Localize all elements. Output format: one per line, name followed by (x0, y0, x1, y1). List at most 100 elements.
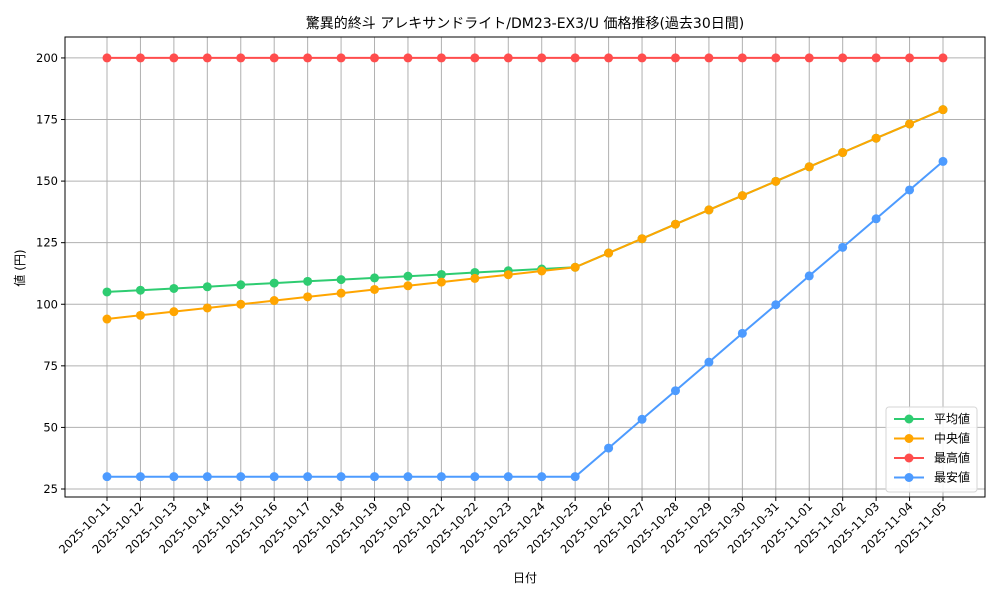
y-tick-label: 125 (36, 236, 58, 250)
legend-marker-icon (904, 434, 914, 443)
legend-item: 平均値 (894, 411, 970, 426)
data-point (537, 472, 547, 482)
data-point (871, 214, 881, 224)
data-point (570, 472, 580, 482)
data-point (336, 275, 346, 285)
data-point (403, 281, 413, 291)
data-point (169, 283, 179, 293)
legend-box (885, 406, 978, 493)
series-1 (102, 105, 948, 324)
series-2 (102, 53, 948, 63)
data-point (436, 269, 446, 279)
chart-title: 驚異的終斗 アレキサンドライト/DM23-EX3/U 価格推移(過去30日間) (306, 15, 744, 32)
data-point (503, 472, 513, 482)
legend-label: 最安値 (934, 470, 970, 485)
data-point (804, 53, 814, 63)
y-tick-label: 25 (43, 482, 58, 496)
data-point (169, 472, 179, 482)
data-point (370, 273, 380, 283)
legend-item: 最安値 (894, 470, 970, 485)
data-point (604, 53, 614, 63)
gridlines (65, 37, 985, 497)
data-point (403, 271, 413, 281)
data-point (704, 357, 714, 367)
data-point (670, 219, 680, 229)
data-point (537, 53, 547, 63)
data-point (670, 386, 680, 396)
y-tick-label: 100 (36, 297, 58, 311)
data-point (236, 53, 246, 63)
data-point (838, 242, 848, 252)
data-point (704, 205, 714, 215)
data-point (102, 472, 112, 482)
data-point (303, 472, 313, 482)
data-point (303, 276, 313, 286)
data-point (135, 285, 145, 295)
data-point (135, 472, 145, 482)
y-axis: 25 50 75 100 125 150 175 200 (36, 51, 65, 496)
data-point (771, 300, 781, 310)
legend-item: 最高値 (894, 450, 970, 465)
data-point (102, 53, 112, 63)
series-line (106, 108, 944, 320)
data-point (436, 277, 446, 287)
data-point (202, 53, 212, 63)
legend-marker-icon (904, 473, 914, 482)
data-point (236, 472, 246, 482)
data-point (871, 133, 881, 143)
data-point (370, 472, 380, 482)
y-tick-label: 175 (36, 113, 58, 127)
data-point (303, 53, 313, 63)
data-point (704, 53, 714, 63)
series-3 (102, 156, 948, 482)
data-point (938, 53, 948, 63)
data-point (670, 53, 680, 63)
data-point (269, 296, 279, 306)
data-point (905, 119, 915, 129)
data-point (470, 53, 480, 63)
data-point (135, 310, 145, 320)
data-point (303, 292, 313, 302)
data-point (102, 287, 112, 297)
series-line (107, 160, 944, 478)
data-point (637, 53, 647, 63)
data-point (838, 148, 848, 158)
data-point (537, 266, 547, 276)
data-point (804, 271, 814, 281)
data-point (370, 284, 380, 294)
data-point (236, 299, 246, 309)
data-point (570, 262, 580, 272)
data-point (503, 53, 513, 63)
x-axis-label: 日付 (513, 571, 537, 585)
data-point (737, 191, 747, 201)
data-point (771, 176, 781, 186)
data-point (336, 288, 346, 298)
data-point (135, 53, 145, 63)
y-axis-label: 値 (円) (12, 249, 27, 286)
data-point (637, 414, 647, 424)
data-point (737, 53, 747, 63)
series-layer (102, 53, 948, 482)
data-point (436, 472, 446, 482)
data-point (269, 53, 279, 63)
data-point (269, 278, 279, 288)
legend-marker-icon (904, 414, 914, 424)
data-point (403, 53, 413, 63)
legend-marker-icon (904, 453, 914, 463)
data-point (202, 282, 212, 292)
data-point (570, 53, 580, 63)
data-point (938, 105, 948, 115)
plot-frame (64, 36, 986, 498)
legend-item: 中央値 (894, 431, 970, 446)
y-tick-label: 75 (43, 359, 58, 373)
data-point (336, 472, 346, 482)
y-tick-label: 150 (36, 174, 58, 188)
data-point (905, 185, 915, 195)
data-point (436, 53, 446, 63)
y-tick-label: 200 (36, 51, 58, 65)
data-point (905, 53, 915, 63)
data-point (804, 162, 814, 172)
legend-label: 中央値 (934, 431, 970, 446)
